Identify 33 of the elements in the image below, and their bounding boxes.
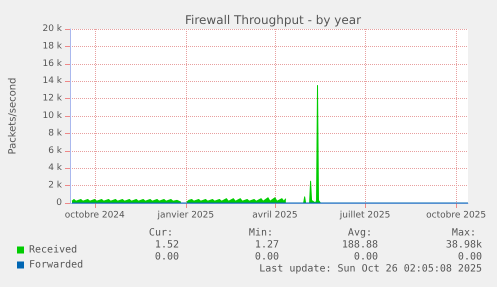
text: Min: — [248, 228, 274, 238]
text: 1.52 — [154, 240, 180, 250]
y-tick-label: 20 k — [42, 24, 63, 34]
chart-title: Firewall Throughput - by year — [184, 13, 362, 27]
y-tick-label: 16 k — [42, 58, 63, 69]
text: 0.00 — [354, 252, 378, 262]
y-tick-label: 2 k — [48, 180, 63, 191]
x-tick-label: janvier 2025 — [156, 210, 214, 220]
text: Last update: Sun Oct 26 02:05:08 2025 — [259, 264, 482, 274]
text: 188.88 — [342, 240, 378, 250]
y-tick-label: 0 — [56, 198, 62, 208]
text: Avg: — [348, 228, 372, 238]
x-tick-label: avril 2025 — [252, 210, 298, 220]
text: Max: — [452, 228, 476, 238]
x-tick-label: octobre 2025 — [426, 210, 486, 220]
text: 0.00 — [154, 252, 180, 262]
y-tick-label: 4 k — [48, 163, 63, 174]
text: Cur: — [148, 228, 174, 238]
text: 1.27 — [254, 240, 280, 250]
y-tick-label: 8 k — [48, 128, 63, 138]
y-tick-label: 6 k — [48, 146, 63, 156]
y-tick-label: 10 k — [42, 111, 63, 121]
text: 0.00 — [254, 252, 280, 262]
text: 38.98k — [446, 240, 482, 250]
legend-label: Received — [29, 244, 78, 256]
y-tick-label: 18 k — [42, 41, 63, 52]
x-tick-label: juillet 2025 — [338, 210, 390, 220]
y-axis-title: Packets/second — [8, 78, 18, 154]
text: 0.00 — [458, 252, 482, 262]
x-tick-label: octobre 2024 — [64, 210, 126, 220]
legend-label: Forwarded — [29, 260, 84, 270]
y-tick-label: 12 k — [42, 94, 63, 104]
y-tick-label: 14 k — [42, 76, 63, 86]
